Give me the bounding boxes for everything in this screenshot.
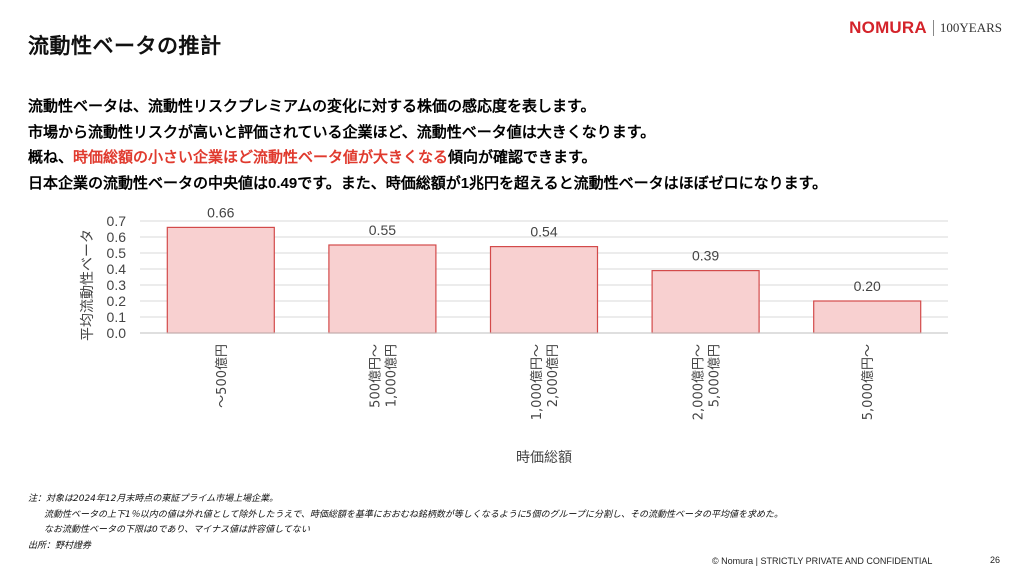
summary-line-2: 市場から流動性リスクが高いと評価されている企業ほど、流動性ベータ値は大きくなりま… <box>28 123 656 141</box>
y-tick-label-0: 0.0 <box>107 325 127 341</box>
data-label-4: 0.20 <box>854 278 881 294</box>
summary-line-4: 日本企業の流動性ベータの中央値は0.49です。また、時価総額が1兆円を超えると流… <box>28 174 828 192</box>
footnotes: 注：対象は2024年12月末時点の東証プライム市場上場企業。 流動性ベータの上下… <box>28 492 783 554</box>
bar-4 <box>813 300 922 334</box>
note-source: 出所：野村證券 <box>28 540 92 551</box>
bar-2 <box>489 246 599 334</box>
summary-line-3: 概ね、時価総額の小さい企業ほど流動性ベータ値が大きくなる傾向が確認できます。 <box>28 145 827 171</box>
x-tick-label-2-1: 2,000億円 <box>545 344 561 407</box>
bar-3 <box>651 270 760 334</box>
x-axis-label: 時価総額 <box>516 450 572 466</box>
data-label-0: 0.66 <box>207 204 234 220</box>
data-label-3: 0.39 <box>692 248 719 264</box>
y-tick-label-5: 0.5 <box>107 245 127 261</box>
bar-1 <box>328 244 437 334</box>
footer-copyright: © Nomura | STRICTLY PRIVATE AND CONFIDEN… <box>712 556 933 566</box>
x-tick-label-1-1: 1,000億円 <box>383 344 399 407</box>
x-tick-label-2-0: 1,000億円～ <box>529 344 545 420</box>
summary-text: 流動性ベータは、流動性リスクプレミアムの変化に対する株価の感応度を表します。 市… <box>28 94 827 196</box>
bar-0 <box>166 226 275 334</box>
liquidity-beta-chart: 0.00.10.20.30.40.50.60.7 平均流動性ベータ 0.66 ～500… <box>80 204 948 466</box>
y-tick-label-6: 0.6 <box>107 229 127 245</box>
y-tick-label-3: 0.3 <box>107 277 127 293</box>
note-2: 流動性ベータの上下1％以内の値は外れ値として除外したうえで、時価総額を基準におお… <box>44 509 784 520</box>
y-axis-label: 平均流動性ベータ <box>80 229 96 341</box>
summary-line-3-suffix: 傾向が確認できます。 <box>448 149 597 166</box>
data-label-1: 0.55 <box>369 222 396 238</box>
logo-years: 100YEARS <box>939 20 1002 35</box>
nomura-logo: NOMURA 100YEARS <box>849 18 1002 38</box>
page-number: 26 <box>989 555 1000 565</box>
logo-divider <box>932 20 934 36</box>
note-1: 注：対象は2024年12月末時点の東証プライム市場上場企業。 <box>28 494 279 504</box>
summary-line-3-highlight: 時価総額の小さい企業ほど流動性ベータ値が大きくなる <box>73 149 449 166</box>
y-tick-label-2: 0.2 <box>107 293 127 309</box>
y-tick-label-4: 0.4 <box>107 261 127 277</box>
summary-line-1: 流動性ベータは、流動性リスクプレミアムの変化に対する株価の感応度を表します。 <box>28 98 596 115</box>
summary-line-3-prefix: 概ね、 <box>28 149 74 166</box>
x-tick-label-0-0: ～500億円 <box>214 344 230 408</box>
note-3: なお流動性ベータの下限は0であり、マイナス値は許容値してない <box>44 525 310 535</box>
y-tick-label-1: 0.1 <box>107 309 127 325</box>
data-label-2: 0.54 <box>530 224 557 240</box>
page-title: 流動性ベータの推計 <box>28 35 222 58</box>
x-tick-label-1-0: 500億円～ <box>367 344 383 408</box>
x-tick-label-4-0: 5,000億円～ <box>860 344 876 420</box>
y-tick-label-7: 0.7 <box>107 213 127 229</box>
x-tick-label-3-1: 5,000億円 <box>707 344 723 407</box>
logo-brand: NOMURA <box>849 18 927 37</box>
x-tick-label-3-0: 2,000億円～ <box>691 344 707 420</box>
